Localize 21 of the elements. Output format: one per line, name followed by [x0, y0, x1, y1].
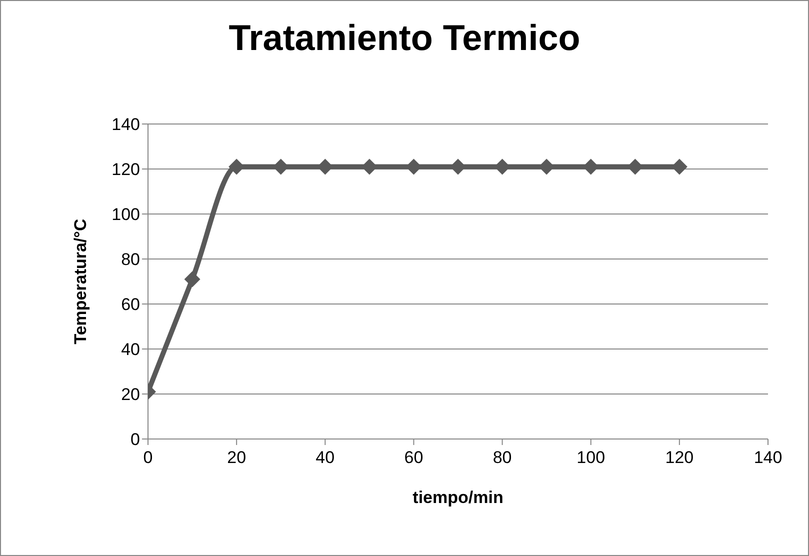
- y-tick-label: 20: [121, 385, 140, 404]
- y-tick-label: 80: [121, 250, 140, 270]
- y-tick-label: 60: [121, 295, 140, 314]
- x-tick-label: 120: [665, 448, 694, 468]
- x-tick-label: 40: [316, 448, 335, 468]
- point: [450, 158, 466, 175]
- y-tick-label: 100: [112, 205, 140, 224]
- x-axis-title: tiempo/min: [412, 488, 504, 508]
- x-tick-label: 20: [227, 448, 246, 468]
- x-tick-label: 0: [143, 448, 153, 468]
- x-tick-label: 140: [754, 448, 782, 468]
- y-tick-label: 40: [121, 340, 140, 360]
- x-tick-label: 100: [576, 448, 606, 468]
- x-tick-label: 60: [404, 448, 424, 468]
- y-tick-label: 0: [130, 430, 140, 450]
- y-tick-label: 140: [112, 115, 140, 134]
- x-tick-label: 80: [492, 448, 512, 468]
- chart-title: Tratamiento Termico: [228, 17, 582, 59]
- y-axis-title: Temperatura/°C: [71, 218, 90, 344]
- point: [184, 271, 200, 288]
- y-tick-label: 120: [112, 160, 140, 180]
